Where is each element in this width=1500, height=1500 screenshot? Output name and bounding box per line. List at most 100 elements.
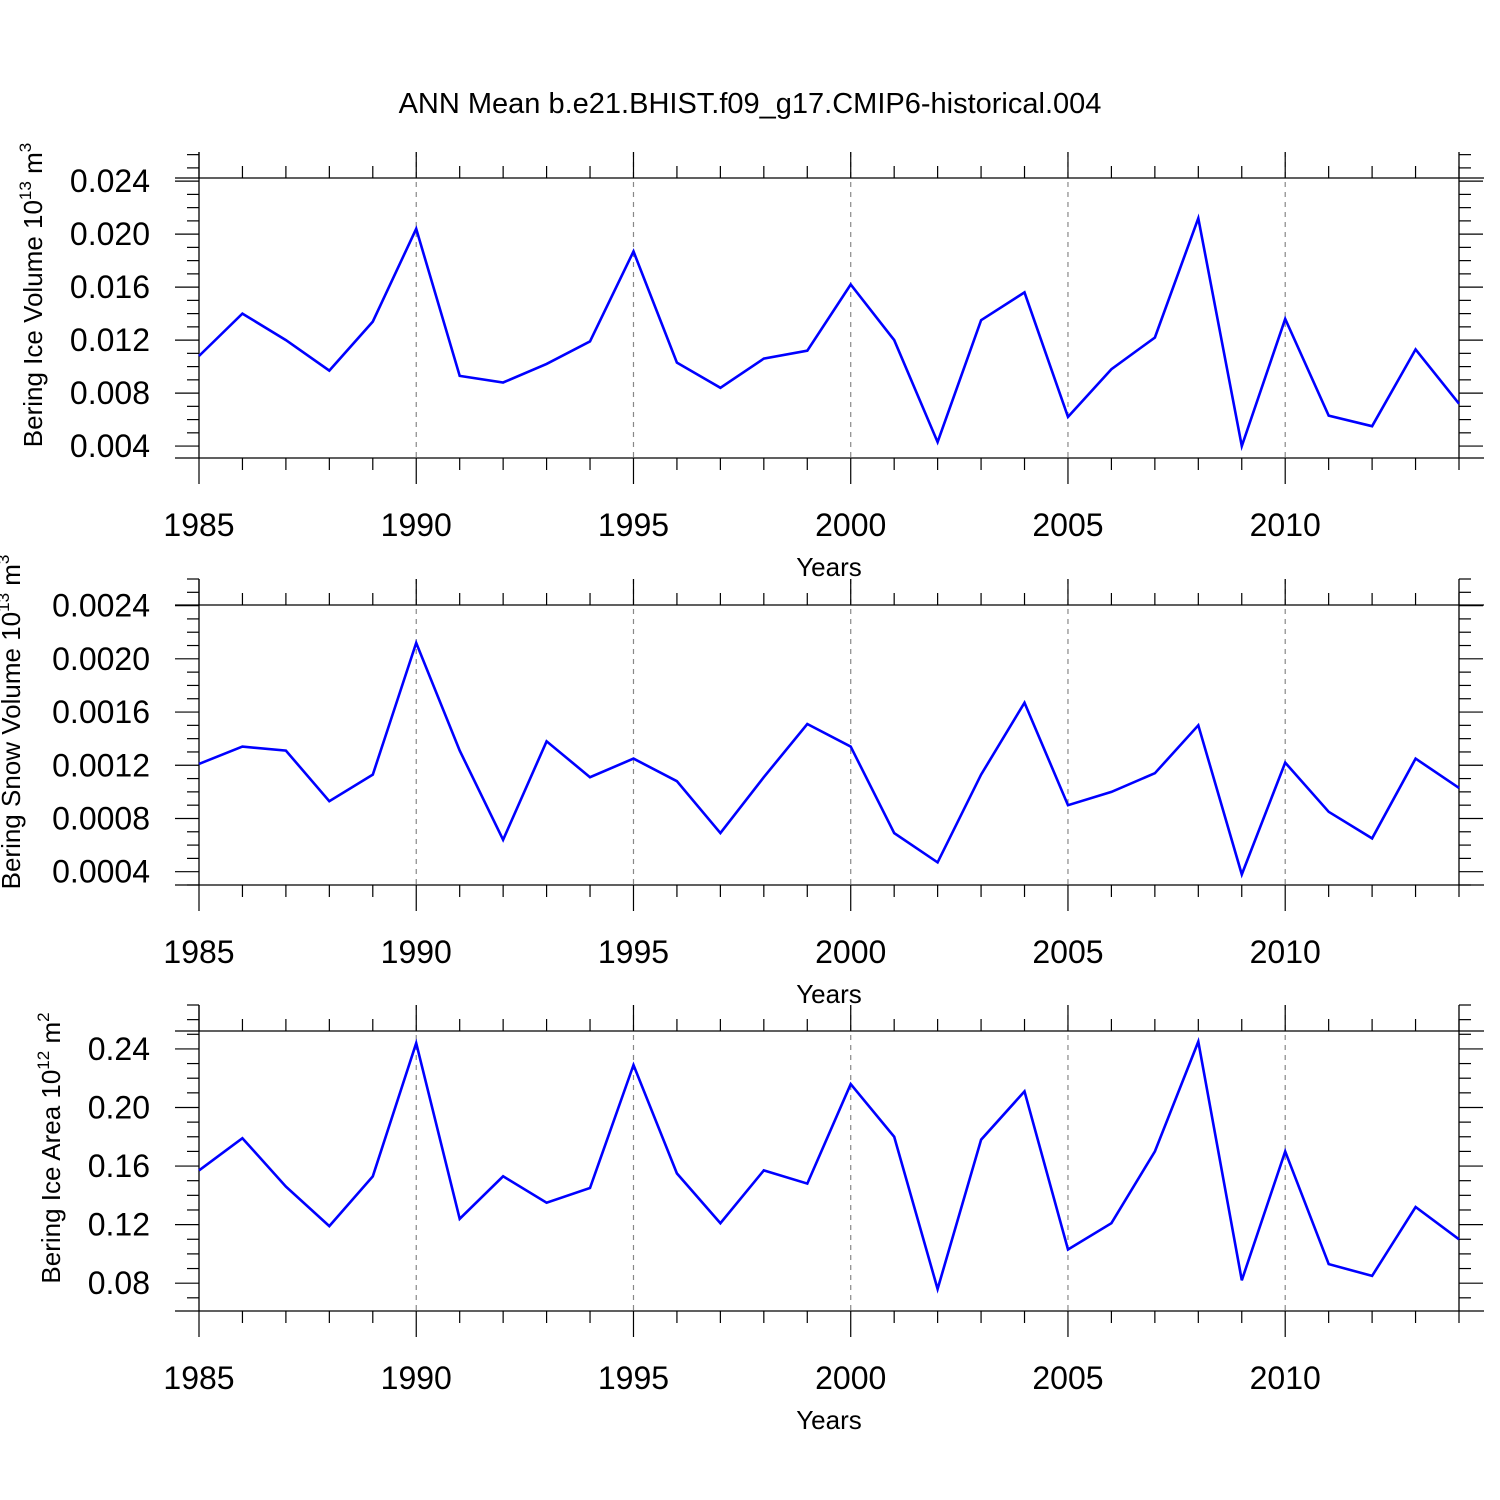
series-line — [198, 639, 1460, 879]
data-point — [1327, 810, 1331, 814]
data-point — [718, 831, 722, 835]
y-tick-label: 0.0020 — [52, 641, 150, 677]
data-point — [284, 1185, 288, 1189]
panel-ice-volume: 0.004 0.008 0.012 0.016 0.020 0.024 1985 1990 19… — [16, 143, 1484, 582]
data-point — [327, 799, 331, 803]
data-point — [588, 1186, 592, 1190]
data-point — [718, 1221, 722, 1225]
y-tick-label: 0.020 — [70, 216, 150, 252]
y-tick-label: 0.20 — [88, 1089, 150, 1125]
data-point — [675, 361, 679, 365]
data-point — [675, 1171, 679, 1175]
data-point — [371, 1174, 375, 1178]
data-point — [1370, 836, 1374, 840]
x-tick-label: 2010 — [1250, 507, 1321, 543]
x-tick-label: 2005 — [1032, 507, 1103, 543]
y-tick-label: 0.016 — [70, 269, 150, 305]
data-point — [849, 745, 853, 749]
x-tick-label: 1985 — [163, 934, 234, 970]
y-tick-label: 0.16 — [88, 1148, 150, 1184]
data-point — [545, 739, 549, 743]
x-tick-label: 1995 — [598, 1360, 669, 1396]
data-point — [284, 749, 288, 753]
data-point — [284, 338, 288, 342]
data-point — [1240, 1278, 1244, 1282]
data-point — [979, 1138, 983, 1142]
data-point — [1023, 1089, 1027, 1093]
x-tick-label: 2005 — [1032, 1360, 1103, 1396]
data-point — [936, 440, 940, 444]
x-tick-label: 1995 — [598, 507, 669, 543]
data-point — [892, 1135, 896, 1139]
data-point — [631, 1063, 635, 1067]
data-point — [1457, 786, 1461, 790]
series-line — [198, 1036, 1460, 1294]
data-point — [371, 320, 375, 324]
data-point — [1414, 347, 1418, 351]
data-point — [1153, 335, 1157, 339]
series-line — [198, 213, 1461, 452]
data-point — [1066, 803, 1070, 807]
x-tick-label: 2005 — [1032, 934, 1103, 970]
y-axis-label: Bering Ice Area 1012 m2 — [34, 1012, 66, 1283]
data-point — [849, 1082, 853, 1086]
data-point — [414, 227, 418, 231]
x-axis-label: Years — [796, 552, 862, 582]
data-point — [458, 749, 462, 753]
data-point — [1109, 790, 1113, 794]
data-point — [1196, 1040, 1200, 1044]
data-point — [197, 1168, 201, 1172]
x-tick-label: 2000 — [815, 934, 886, 970]
data-point — [1414, 757, 1418, 761]
data-point — [1109, 367, 1113, 371]
x-tick-label: 1985 — [163, 1360, 234, 1396]
data-point — [892, 831, 896, 835]
data-point — [501, 1174, 505, 1178]
data-point — [1283, 317, 1287, 321]
data-point — [936, 1287, 940, 1291]
data-point — [631, 249, 635, 253]
data-point — [1196, 723, 1200, 727]
y-tick-label: 0.0016 — [52, 694, 150, 730]
data-point — [805, 1182, 809, 1186]
x-tick-label: 1990 — [381, 934, 452, 970]
data-point — [327, 1224, 331, 1228]
x-tick-label: 2010 — [1250, 1360, 1321, 1396]
x-tick-label: 2010 — [1250, 934, 1321, 970]
y-tick-label: 0.08 — [88, 1265, 150, 1301]
data-point — [1283, 761, 1287, 765]
data-point — [1457, 402, 1461, 406]
data-point — [240, 312, 244, 316]
data-point — [1066, 415, 1070, 419]
data-point — [458, 1217, 462, 1221]
y-tick-label: 0.12 — [88, 1207, 150, 1243]
x-axis-label: Years — [796, 1405, 862, 1435]
data-point — [1153, 1149, 1157, 1153]
x-axis-label: Years — [796, 979, 862, 1009]
data-point — [1327, 1262, 1331, 1266]
data-point — [936, 860, 940, 864]
data-point — [805, 349, 809, 353]
x-tick-label: 1995 — [598, 934, 669, 970]
data-point — [1327, 414, 1331, 418]
y-tick-label: 0.0004 — [52, 854, 150, 890]
data-point — [1240, 444, 1244, 448]
data-point — [458, 374, 462, 378]
data-point — [1240, 872, 1244, 876]
data-point — [892, 338, 896, 342]
data-point — [240, 1136, 244, 1140]
data-point — [1370, 1274, 1374, 1278]
panel-ice-area: 0.08 0.12 0.16 0.20 0.24 1985 1990 1995 2000 2005… — [34, 1004, 1484, 1435]
data-point — [675, 779, 679, 783]
data-point — [1370, 424, 1374, 428]
data-point — [588, 775, 592, 779]
data-point — [501, 380, 505, 384]
y-tick-label: 0.0012 — [52, 747, 150, 783]
y-axis-label: Bering Ice Volume 1013 m3 — [16, 143, 48, 447]
panel-snow-volume: 0.0004 0.0008 0.0012 0.0016 0.0020 0.0024 1985… — [0, 555, 1484, 1009]
data-point — [849, 282, 853, 286]
y-tick-label: 0.008 — [70, 375, 150, 411]
y-tick-label: 0.0008 — [52, 800, 150, 836]
y-tick-label: 0.012 — [70, 322, 150, 358]
